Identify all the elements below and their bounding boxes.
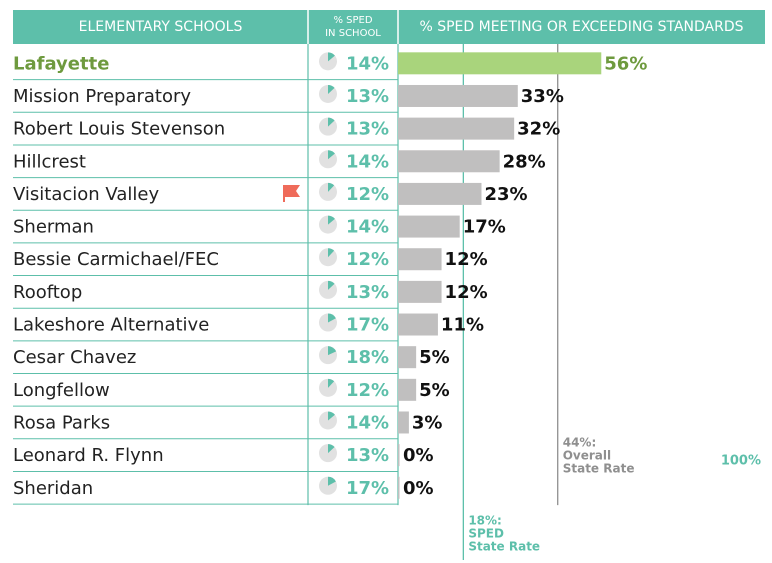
pie-wedge: [328, 378, 335, 388]
school-name: Rosa Parks: [13, 412, 110, 433]
bar: [398, 182, 482, 205]
value-label: 56%: [604, 53, 647, 74]
school-name: Sheridan: [13, 478, 93, 499]
bar: [398, 215, 460, 238]
bar: [398, 280, 442, 303]
school-name: Lakeshore Alternative: [13, 315, 209, 336]
sped-label: 14%: [346, 53, 389, 74]
pie-wedge: [328, 444, 335, 454]
pie-wedge: [328, 476, 336, 486]
bar: [398, 84, 518, 107]
bar: [398, 444, 400, 467]
pie-wedge: [328, 117, 335, 127]
value-label: 0%: [403, 478, 434, 499]
school-name: Robert Louis Stevenson: [13, 119, 225, 140]
sped-label: 13%: [346, 119, 389, 140]
pie-wedge: [328, 84, 335, 94]
header-label: ELEMENTARY SCHOOLS: [79, 19, 243, 35]
pie-wedge: [328, 346, 337, 356]
value-label: 12%: [445, 282, 488, 303]
bar: [398, 52, 602, 75]
bar: [398, 117, 515, 140]
reference-label: State Rate: [468, 540, 540, 554]
bar: [398, 248, 442, 271]
school-name: Rooftop: [13, 282, 82, 303]
pie-wedge: [328, 280, 335, 290]
school-name: Hillcrest: [13, 151, 86, 172]
x-tick-label: 100%: [721, 454, 761, 469]
school-name: Sherman: [13, 217, 94, 238]
reference-label: 44%:: [563, 436, 597, 450]
value-label: 11%: [441, 315, 484, 336]
sped-label: 13%: [346, 282, 389, 303]
reference-label: Overall: [563, 449, 611, 463]
sped-label: 12%: [346, 249, 389, 270]
value-label: 5%: [419, 347, 450, 368]
school-name: Leonard R. Flynn: [13, 445, 164, 466]
sped-label: 13%: [346, 445, 389, 466]
bar: [398, 313, 438, 336]
sped-label: 12%: [346, 184, 389, 205]
value-label: 28%: [503, 151, 546, 172]
bar: [398, 476, 400, 499]
value-label: 12%: [445, 249, 488, 270]
school-name: Cesar Chavez: [13, 347, 136, 368]
value-label: 17%: [463, 217, 506, 238]
reference-label: 18%:: [468, 514, 502, 528]
sped-label: 14%: [346, 151, 389, 172]
bar: [398, 346, 417, 369]
pie-wedge: [328, 248, 335, 258]
sped-label: 17%: [346, 315, 389, 336]
sped-label: 14%: [346, 412, 389, 433]
bar: [398, 411, 409, 434]
pie-wedge: [328, 150, 335, 160]
reference-label: State Rate: [563, 462, 635, 476]
value-label: 0%: [403, 445, 434, 466]
pie-wedge: [328, 313, 336, 323]
pie-wedge: [328, 215, 335, 225]
header-label: % SPED MEETING OR EXCEEDING STANDARDS: [419, 19, 743, 35]
value-label: 32%: [517, 119, 560, 140]
reference-label: SPED: [468, 527, 504, 541]
bar: [398, 378, 417, 401]
school-name: Bessie Carmichael/FEC: [13, 249, 219, 270]
value-label: 33%: [521, 86, 564, 107]
header-bar: [13, 10, 765, 44]
value-label: 5%: [419, 380, 450, 401]
sped-label: 18%: [346, 347, 389, 368]
sped-label: 17%: [346, 478, 389, 499]
school-name: Lafayette: [13, 53, 109, 74]
value-label: 23%: [484, 184, 527, 205]
pie-wedge: [328, 411, 335, 421]
header-label: % SPED IN SCHOOL: [325, 15, 381, 39]
school-name: Longfellow: [13, 380, 110, 401]
value-label: 3%: [412, 412, 443, 433]
sped-label: 14%: [346, 217, 389, 238]
pie-wedge: [328, 52, 335, 62]
school-name: Mission Preparatory: [13, 86, 191, 107]
sped-label: 12%: [346, 380, 389, 401]
bar: [398, 150, 500, 173]
sped-label: 13%: [346, 86, 389, 107]
flag-icon: [283, 185, 300, 202]
school-name: Visitacion Valley: [13, 184, 159, 205]
pie-wedge: [328, 182, 335, 192]
